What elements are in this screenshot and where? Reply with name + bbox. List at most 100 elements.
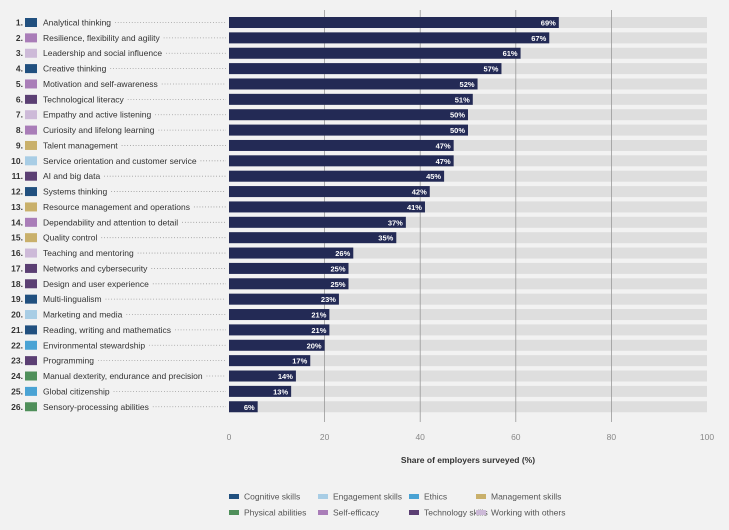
bar-track xyxy=(229,201,707,213)
rank-number: 4. xyxy=(16,64,23,74)
value-label: 61% xyxy=(503,49,518,58)
rank-number: 5. xyxy=(16,79,23,89)
skill-label: Design and user experience xyxy=(43,279,149,289)
skill-label: Manual dexterity, endurance and precisio… xyxy=(43,371,203,381)
skill-label: Programming xyxy=(43,356,94,366)
legend-swatch xyxy=(409,494,419,499)
category-swatch xyxy=(25,386,37,396)
category-swatch xyxy=(25,402,37,412)
rank-number: 19. xyxy=(11,294,23,304)
legend-swatch xyxy=(318,510,328,515)
skill-label: Curiosity and lifelong learning xyxy=(43,125,155,135)
skill-label: Sensory-processing abilities xyxy=(43,402,149,412)
value-bar xyxy=(229,401,258,413)
value-label: 50% xyxy=(450,111,465,120)
category-swatch xyxy=(25,248,37,258)
legend-label: Physical abilities xyxy=(244,508,306,518)
value-bar xyxy=(229,32,550,44)
value-label: 45% xyxy=(426,172,441,181)
rank-number: 10. xyxy=(11,156,23,166)
bar-track xyxy=(229,278,707,290)
value-label: 25% xyxy=(330,280,345,289)
rank-number: 23. xyxy=(11,356,23,366)
bar-track xyxy=(229,155,707,167)
category-swatch xyxy=(25,325,37,335)
skill-label: Talent management xyxy=(43,140,118,150)
value-label: 57% xyxy=(483,65,498,74)
skill-label: Systems thinking xyxy=(43,187,108,197)
value-bar xyxy=(229,324,330,336)
bar-track xyxy=(229,232,707,244)
skill-label: AI and big data xyxy=(43,171,100,181)
value-label: 50% xyxy=(450,126,465,135)
x-tick-label: 20 xyxy=(320,432,330,442)
category-swatch xyxy=(25,294,37,304)
skill-label: Analytical thinking xyxy=(43,18,111,28)
value-label: 41% xyxy=(407,203,422,212)
value-label: 21% xyxy=(311,311,326,320)
value-label: 47% xyxy=(436,157,451,166)
skill-label: Leadership and social influence xyxy=(43,48,162,58)
rank-number: 7. xyxy=(16,110,23,120)
rank-number: 24. xyxy=(11,371,23,381)
bar-track xyxy=(229,293,707,305)
value-label: 17% xyxy=(292,357,307,366)
skill-label: Technological literacy xyxy=(43,94,125,104)
value-bar xyxy=(229,355,311,367)
value-bar xyxy=(229,155,454,167)
rank-number: 11. xyxy=(12,171,23,181)
bar-track xyxy=(229,324,707,336)
legend-swatch xyxy=(476,510,486,515)
rank-number: 25. xyxy=(11,386,23,396)
value-label: 26% xyxy=(335,249,350,258)
category-swatch xyxy=(25,94,37,104)
category-swatch xyxy=(25,64,37,74)
bar-track xyxy=(229,262,707,274)
x-tick-label: 40 xyxy=(415,432,425,442)
value-bar xyxy=(229,262,349,274)
rank-number: 3. xyxy=(16,48,23,58)
bar-track xyxy=(229,401,707,413)
category-swatch xyxy=(25,18,37,27)
value-bar xyxy=(229,278,349,290)
category-swatch xyxy=(25,125,37,135)
bar-track xyxy=(229,247,707,259)
rank-number: 16. xyxy=(11,248,23,258)
bar-track xyxy=(229,339,707,351)
value-label: 69% xyxy=(541,19,556,28)
category-swatch xyxy=(25,187,37,197)
category-swatch xyxy=(25,263,37,273)
rank-number: 17. xyxy=(11,263,23,273)
value-bar xyxy=(229,309,330,321)
x-tick-label: 0 xyxy=(227,432,232,442)
legend-swatch xyxy=(409,510,419,515)
rank-number: 14. xyxy=(11,217,23,227)
category-swatch xyxy=(25,279,37,289)
skill-label: Creative thinking xyxy=(43,64,107,74)
value-label: 42% xyxy=(412,188,427,197)
value-label: 35% xyxy=(378,234,393,243)
rank-number: 9. xyxy=(16,140,23,150)
category-swatch xyxy=(25,156,37,166)
rank-number: 15. xyxy=(11,233,23,243)
skill-label: Global citizenship xyxy=(43,386,110,396)
legend-label: Ethics xyxy=(424,492,447,502)
category-swatch xyxy=(25,217,37,227)
rank-number: 22. xyxy=(11,340,23,350)
skill-label: Motivation and self-awareness xyxy=(43,79,158,89)
value-label: 51% xyxy=(455,95,470,104)
legend-label: Technology skills xyxy=(424,508,488,518)
x-tick-label: 80 xyxy=(607,432,617,442)
skill-label: Multi-lingualism xyxy=(43,294,102,304)
rank-number: 2. xyxy=(16,33,23,43)
skill-label: Environmental stewardship xyxy=(43,340,145,350)
legend-label: Engagement skills xyxy=(333,492,402,502)
value-label: 23% xyxy=(321,295,336,304)
value-label: 21% xyxy=(311,326,326,335)
legend-swatch xyxy=(318,494,328,499)
value-bar xyxy=(229,109,468,121)
skill-label: Resource management and operations xyxy=(43,202,190,212)
value-bar xyxy=(229,201,425,213)
skill-label: Teaching and mentoring xyxy=(43,248,134,258)
rank-number: 18. xyxy=(11,279,23,289)
